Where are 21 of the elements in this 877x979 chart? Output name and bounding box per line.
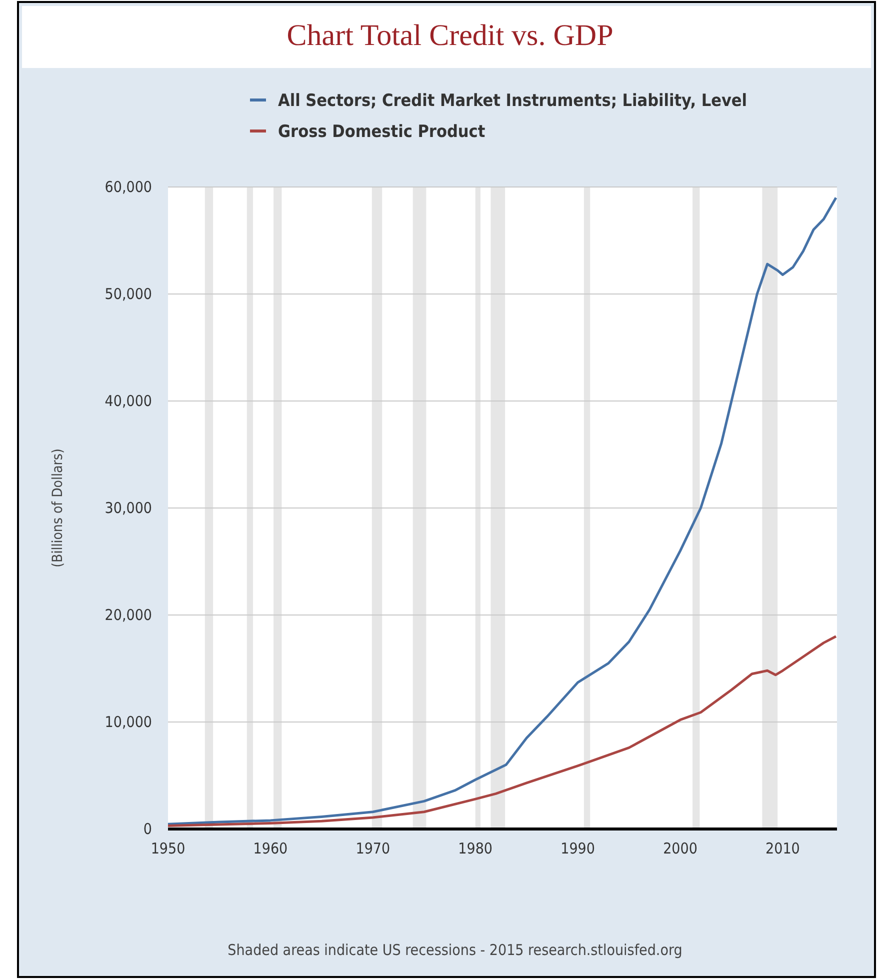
y-tick-label: 10,000 <box>104 712 152 731</box>
y-tick-label: 40,000 <box>104 392 152 410</box>
x-tick-label: 1960 <box>253 840 288 858</box>
y-tick-label: 0 <box>143 820 152 838</box>
legend-label: All Sectors; Credit Market Instruments; Liability, Level <box>278 91 748 111</box>
y-axis-title: (Billions of Dollars) <box>50 448 66 568</box>
y-tick-label: 30,000 <box>104 498 152 517</box>
x-tick-label: 1980 <box>458 840 493 858</box>
x-tick-label: 2000 <box>663 840 698 858</box>
line-series <box>166 635 838 828</box>
x-tick-label: 1950 <box>150 840 186 858</box>
legend-label: Gross Domestic Product <box>278 122 486 142</box>
y-tick-label: 50,000 <box>104 284 152 303</box>
y-tick-label: 60,000 <box>104 178 152 196</box>
chart-title: Chart Total Credit vs. GDP <box>286 19 614 52</box>
line-series <box>166 196 838 826</box>
x-tick-label: 1970 <box>356 840 390 858</box>
text: Shaded areas indicate US recessions - 2015 research.stlouisfed.org <box>228 941 682 959</box>
y-tick-label: 20,000 <box>104 606 152 624</box>
x-tick-label: 2010 <box>766 840 800 858</box>
x-tick-label: 1990 <box>560 840 595 858</box>
